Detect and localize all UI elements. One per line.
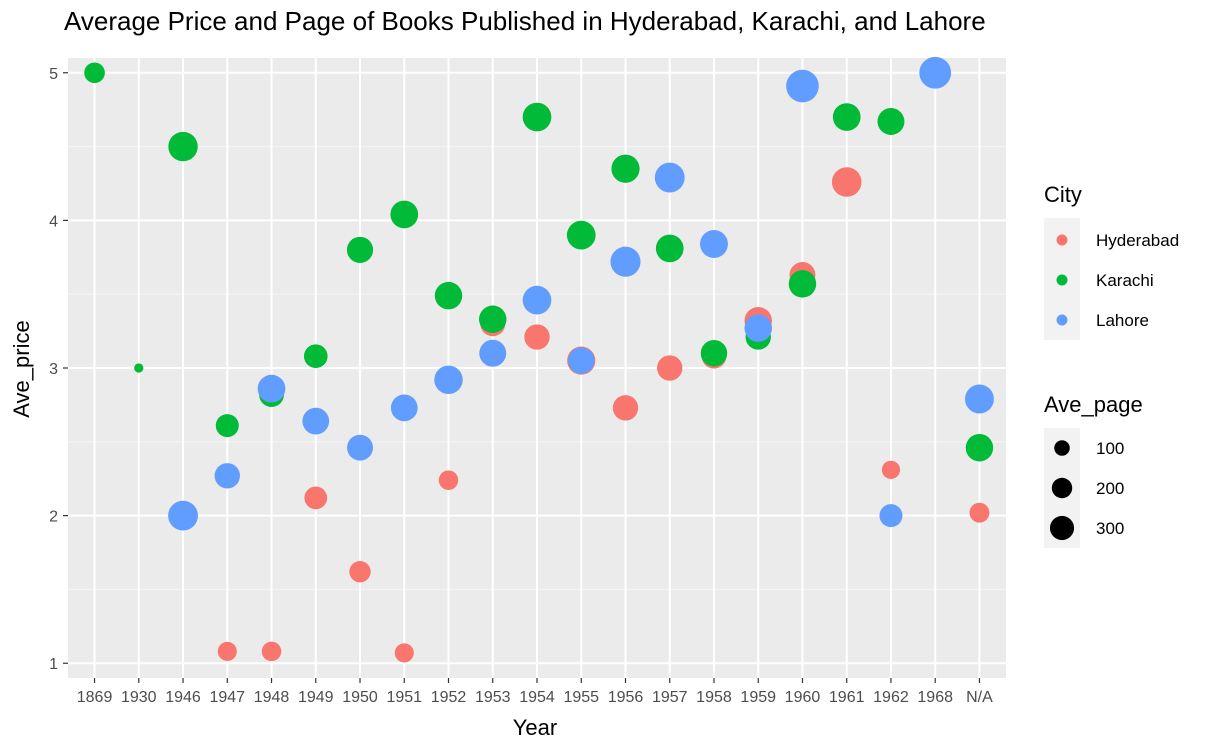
y-tick-label: 1 [49, 656, 58, 673]
point-karachi-1955 [566, 220, 596, 250]
point-hyderabad-1961 [831, 167, 862, 197]
x-tick-label: 1957 [652, 689, 688, 706]
point-hyderabad-1952 [438, 470, 459, 490]
legend-size-key-300 [1049, 515, 1075, 541]
legend-label-lahore: Lahore [1096, 311, 1149, 330]
x-tick-label: 1958 [696, 689, 732, 706]
point-lahore-na [964, 384, 994, 414]
legend-key-hyderabad [1056, 234, 1068, 246]
legend-size-label-100: 100 [1096, 439, 1124, 458]
point-lahore-1946 [168, 500, 198, 531]
y-tick-label: 3 [49, 361, 58, 378]
x-tick-label: 1959 [740, 689, 776, 706]
x-tick-label: 1949 [298, 689, 334, 706]
point-karachi-1961 [832, 103, 861, 131]
x-tick-label: 1952 [431, 689, 467, 706]
point-karachi-1953 [479, 305, 507, 334]
point-karachi-1952 [434, 281, 463, 310]
x-tick-label: 1951 [386, 689, 422, 706]
point-karachi-1960 [788, 270, 817, 298]
point-lahore-1953 [479, 339, 507, 367]
point-lahore-1962 [879, 504, 903, 528]
point-lahore-1951 [390, 394, 418, 422]
chart-title: Average Price and Page of Books Publishe… [64, 6, 986, 36]
point-karachi-1957 [655, 234, 684, 263]
point-karachi-1946 [168, 131, 198, 162]
point-lahore-1958 [699, 230, 728, 258]
x-tick-label: 1956 [608, 689, 644, 706]
x-tick-label: 1948 [254, 689, 290, 706]
point-karachi-na [965, 433, 994, 462]
x-tick-label: 1962 [873, 689, 909, 706]
legend-size-key-200 [1051, 477, 1073, 499]
y-tick-label: 4 [49, 213, 58, 230]
point-karachi-1950 [346, 236, 374, 263]
x-tick-label: 1960 [785, 689, 821, 706]
point-lahore-1949 [302, 407, 330, 435]
point-lahore-1948 [257, 374, 286, 403]
point-lahore-1955 [568, 347, 595, 374]
point-hyderabad-1951 [394, 643, 414, 663]
point-lahore-1959 [744, 314, 772, 342]
point-karachi-1951 [390, 200, 419, 229]
point-lahore-1952 [434, 365, 463, 395]
x-tick-label: 1869 [77, 689, 113, 706]
point-hyderabad-na [969, 502, 990, 523]
x-axis: 1869 1930 1946 1947 1948 1949 1950 1951 1952 1953… [77, 678, 993, 706]
point-karachi-1947 [215, 414, 239, 438]
x-tick-label: 1955 [563, 689, 599, 706]
legend-city-title: City [1044, 182, 1082, 207]
point-hyderabad-1957 [657, 355, 683, 381]
legend-ave-page-title: Ave_page [1044, 392, 1143, 417]
y-axis-title: Ave_price [9, 320, 34, 417]
point-hyderabad-1950 [349, 561, 371, 583]
point-karachi-1949 [303, 344, 328, 369]
point-hyderabad-1949 [304, 486, 328, 510]
point-karachi-1958 [700, 340, 728, 367]
y-tick-label: 5 [49, 66, 58, 83]
point-hyderabad-1948 [261, 641, 282, 662]
x-tick-label: 1954 [519, 689, 555, 706]
legend-size-label-300: 300 [1096, 519, 1124, 538]
legend-size-label-200: 200 [1096, 479, 1124, 498]
legend-label-karachi: Karachi [1096, 271, 1154, 290]
grid-lines [68, 58, 1006, 678]
point-hyderabad-1962 [881, 460, 901, 479]
point-lahore-1957 [654, 162, 685, 193]
point-karachi-1930 [134, 363, 144, 373]
y-tick-label: 2 [49, 509, 58, 526]
legend-ave-page: Ave_page 100 200 300 [1044, 392, 1143, 548]
point-lahore-1960 [786, 69, 819, 103]
x-tick-label: 1953 [475, 689, 511, 706]
point-karachi-1954 [522, 102, 552, 132]
point-lahore-1947 [214, 463, 240, 489]
x-tick-label: 1968 [917, 689, 953, 706]
legend-city: City Hyderabad Karachi Lahore [1044, 182, 1179, 340]
data-points [84, 56, 994, 663]
legend-size-key-100 [1054, 440, 1070, 456]
point-hyderabad-1954 [524, 324, 550, 350]
x-axis-title: Year [513, 715, 557, 740]
legend-label-hyderabad: Hyderabad [1096, 231, 1179, 250]
legend-key-karachi [1056, 274, 1068, 286]
point-karachi-1962 [877, 107, 905, 135]
point-lahore-1956 [610, 246, 641, 277]
point-lahore-1950 [347, 434, 373, 461]
x-tick-label: 1961 [829, 689, 865, 706]
point-hyderabad-1956 [612, 395, 639, 421]
point-lahore-1968 [919, 56, 952, 89]
x-tick-label: 1950 [342, 689, 378, 706]
point-karachi-1869 [84, 62, 105, 84]
x-tick-label: 1947 [209, 689, 245, 706]
point-lahore-1954 [522, 285, 552, 315]
x-tick-label: 1930 [121, 689, 157, 706]
point-hyderabad-1947 [217, 641, 237, 661]
y-axis: 1 2 3 4 5 [49, 66, 68, 673]
legend-key-lahore [1056, 314, 1068, 326]
x-tick-label: N/A [966, 689, 993, 706]
point-karachi-1956 [611, 154, 640, 183]
x-tick-label: 1946 [165, 689, 201, 706]
